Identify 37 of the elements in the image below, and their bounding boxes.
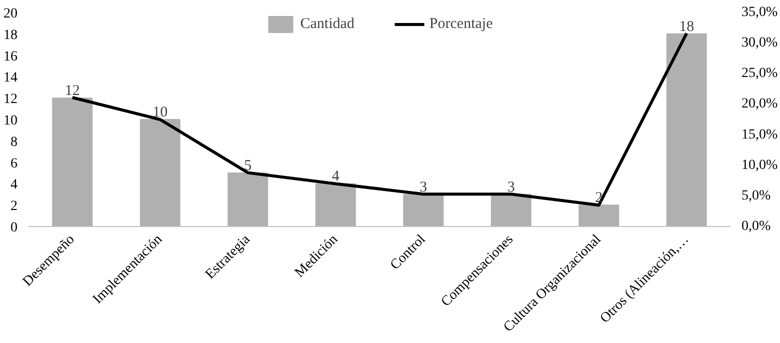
y-tick-label: 16	[4, 49, 18, 64]
y2-tick-label: 20,0%	[742, 96, 778, 112]
y-tick-label: 12	[4, 92, 18, 108]
data-label: 3	[420, 179, 428, 196]
y-tick-label: 2	[10, 199, 18, 214]
y2-tick-label: 0,0%	[742, 219, 771, 234]
data-label: 4	[332, 168, 340, 185]
bar	[490, 194, 532, 226]
data-label: 10	[152, 104, 168, 120]
legend-label: Porcentaje	[429, 16, 493, 32]
bar	[52, 98, 93, 226]
bar	[578, 204, 620, 226]
bar	[403, 194, 444, 226]
y2-tick-label: 10,0%	[742, 158, 778, 173]
y2-tick-label: 15,0%	[742, 127, 778, 142]
y-tick-label: 18	[4, 28, 18, 43]
y2-tick-label: 35,0%	[742, 5, 778, 20]
y-tick-label: 4	[10, 178, 18, 193]
y2-tick-label: 5,0%	[742, 188, 771, 204]
data-label: 3	[507, 179, 515, 196]
y-tick-label: 6	[10, 156, 18, 172]
y-tick-label: 14	[4, 70, 18, 86]
y-tick-label: 10	[4, 114, 18, 128]
data-label: 12	[64, 83, 80, 100]
bar	[666, 33, 707, 226]
y-tick-label: 0	[10, 220, 18, 236]
y-tick-label: 20	[4, 6, 18, 22]
bar	[315, 183, 356, 226]
y-tick-label: 8	[10, 134, 18, 150]
bar	[228, 172, 268, 226]
legend-label: Cantidad	[300, 16, 354, 32]
bar	[140, 119, 180, 226]
data-label: 18	[679, 18, 694, 35]
data-label: 5	[244, 158, 252, 174]
data-label: 2	[595, 190, 603, 206]
y2-tick-label: 25,0%	[742, 66, 778, 82]
y2-tick-label: 30,0%	[742, 36, 778, 51]
